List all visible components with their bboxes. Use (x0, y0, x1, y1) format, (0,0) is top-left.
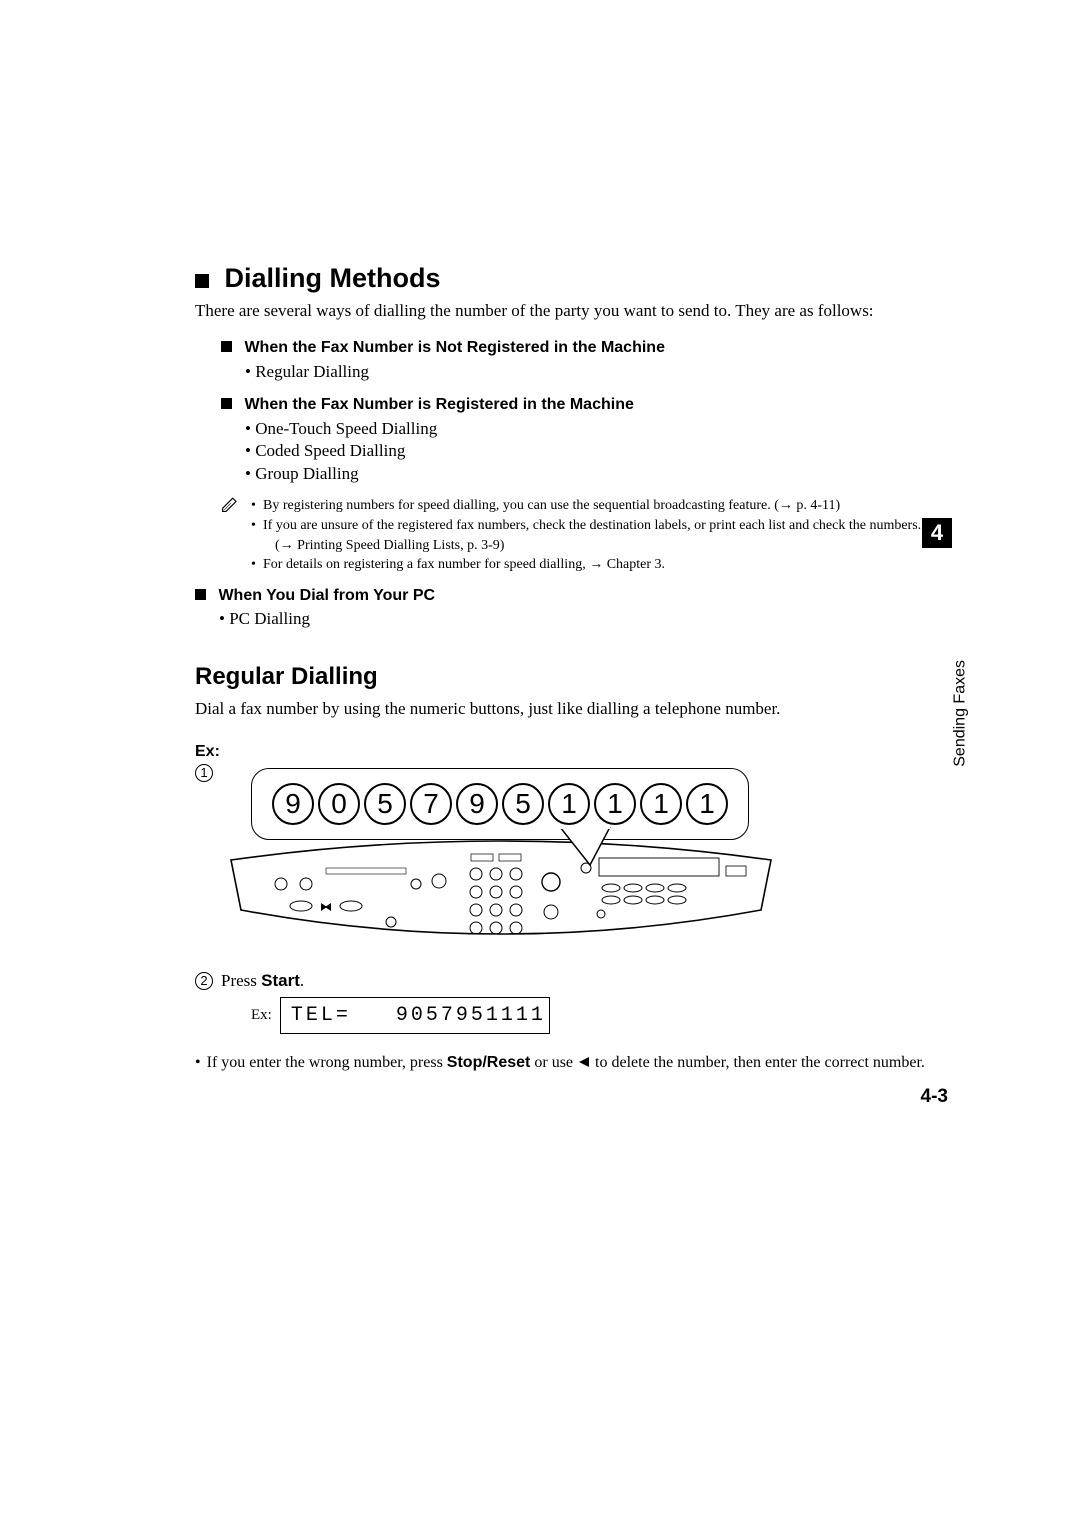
digit-key: 5 (364, 783, 406, 825)
example-label: Ex: (195, 741, 950, 763)
case2-list: One-Touch Speed Dialling Coded Speed Dia… (245, 418, 950, 487)
page-number: 4-3 (921, 1084, 948, 1110)
digit-key: 7 (410, 783, 452, 825)
chapter-tab: 4 (922, 518, 952, 548)
footnote: • If you enter the wrong number, press S… (195, 1052, 950, 1075)
case2-heading: When the Fax Number is Registered in the… (221, 394, 950, 416)
case-registered: When the Fax Number is Registered in the… (221, 394, 950, 486)
section-intro: There are several ways of dialling the n… (195, 300, 950, 323)
note-item: If you are unsure of the registered fax … (251, 516, 921, 555)
digit-key: 1 (548, 783, 590, 825)
note-item: For details on registering a fax number … (251, 555, 921, 575)
step-1: 1 9 0 5 7 9 5 1 1 1 1 (195, 762, 950, 960)
note-block: By registering numbers for speed diallin… (221, 496, 950, 574)
subsection-heading: Regular Dialling (195, 661, 950, 693)
chapter-label: Sending Faxes (950, 660, 972, 767)
digit-key: 0 (318, 783, 360, 825)
note-pencil-icon (221, 496, 241, 574)
left-arrow-icon (577, 1053, 591, 1075)
case-not-registered: When the Fax Number is Not Registered in… (221, 337, 950, 384)
tel-display: TEL= 9057951111 (280, 997, 550, 1034)
case3-list: PC Dialling (219, 608, 950, 631)
footnote-text: If you enter the wrong number, press Sto… (207, 1052, 925, 1075)
step-number-2: 2 (195, 972, 213, 990)
note-list: By registering numbers for speed diallin… (251, 496, 921, 574)
case3-heading: When You Dial from Your PC (195, 585, 950, 607)
case1-heading: When the Fax Number is Not Registered in… (221, 337, 950, 359)
case1-list: Regular Dialling (245, 361, 950, 384)
list-item: Group Dialling (245, 463, 950, 486)
digit-key: 9 (456, 783, 498, 825)
step2-text: Press Start. (221, 970, 304, 993)
list-item: Coded Speed Dialling (245, 440, 950, 463)
section-title-text: Dialling Methods (225, 263, 441, 293)
digit-key: 9 (272, 783, 314, 825)
bullet-icon: • (195, 1052, 201, 1075)
digit-bubble: 9 0 5 7 9 5 1 1 1 1 (251, 768, 749, 840)
digit-key: 1 (640, 783, 682, 825)
digit-key: 1 (594, 783, 636, 825)
step-number-1: 1 (195, 764, 213, 782)
section-heading: Dialling Methods (195, 260, 950, 296)
tel-ex-label: Ex: (251, 1005, 272, 1025)
note-item: By registering numbers for speed diallin… (251, 496, 921, 516)
digit-key: 5 (502, 783, 544, 825)
step-2: 2 Press Start. (195, 970, 950, 993)
case-pc: When You Dial from Your PC PC Dialling (195, 585, 950, 632)
callout-tail-icon (560, 827, 620, 867)
list-item: One-Touch Speed Dialling (245, 418, 950, 441)
tel-example: Ex: TEL= 9057951111 (251, 997, 950, 1034)
figure-dialpad: 9 0 5 7 9 5 1 1 1 1 (221, 768, 781, 948)
list-item: PC Dialling (219, 608, 950, 631)
list-item: Regular Dialling (245, 361, 950, 384)
fax-panel-icon (221, 840, 781, 948)
digit-key: 1 (686, 783, 728, 825)
subsection-intro: Dial a fax number by using the numeric b… (195, 698, 950, 721)
